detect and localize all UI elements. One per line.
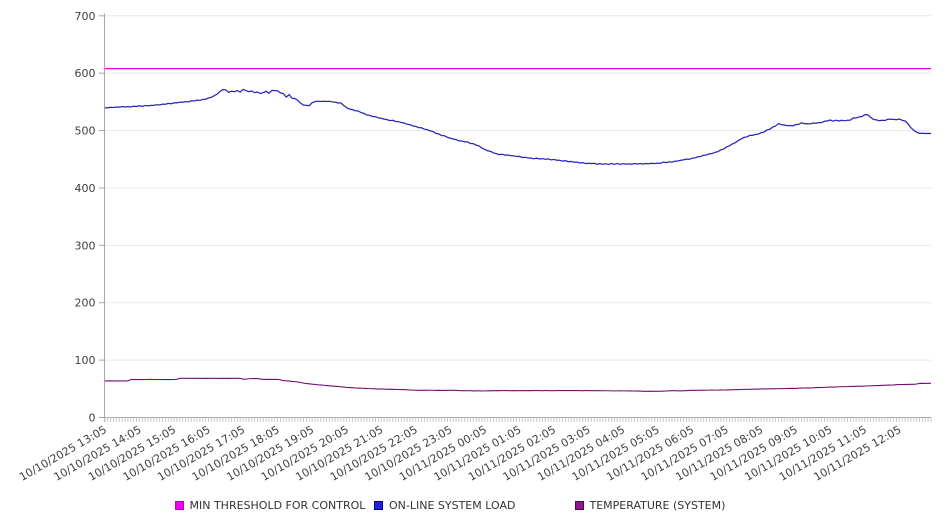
y-tick-label-100: 100 <box>75 354 96 367</box>
legend-swatch-on-line-system-load <box>374 501 383 510</box>
legend-swatch-temperature-system <box>574 501 584 510</box>
y-tick-label-300: 300 <box>75 239 96 252</box>
legend-label-temperature-system: TEMPERATURE (SYSTEM) <box>589 499 726 512</box>
y-tick-label-400: 400 <box>75 182 96 195</box>
y-tick-label-200: 200 <box>75 297 96 310</box>
y-tick-label-500: 500 <box>75 125 96 138</box>
legend-item-temperature-system[interactable]: TEMPERATURE (SYSTEM) <box>574 499 726 512</box>
y-tick-label-0: 0 <box>89 412 96 425</box>
legend-swatch-min-threshold-for-control <box>174 501 184 510</box>
y-tick-label-700: 700 <box>75 10 96 23</box>
series-line-on-line-system-load <box>104 88 932 166</box>
legend-item-min-threshold-for-control[interactable]: MIN THRESHOLD FOR CONTROL <box>174 499 366 512</box>
legend-label-on-line-system-load: ON-LINE SYSTEM LOAD <box>389 499 516 512</box>
legend-label-min-threshold-for-control: MIN THRESHOLD FOR CONTROL <box>189 499 366 512</box>
series-line-temperature-system <box>104 377 931 392</box>
legend-item-on-line-system-load[interactable]: ON-LINE SYSTEM LOAD <box>374 499 515 512</box>
y-tick-label-600: 600 <box>75 67 96 80</box>
